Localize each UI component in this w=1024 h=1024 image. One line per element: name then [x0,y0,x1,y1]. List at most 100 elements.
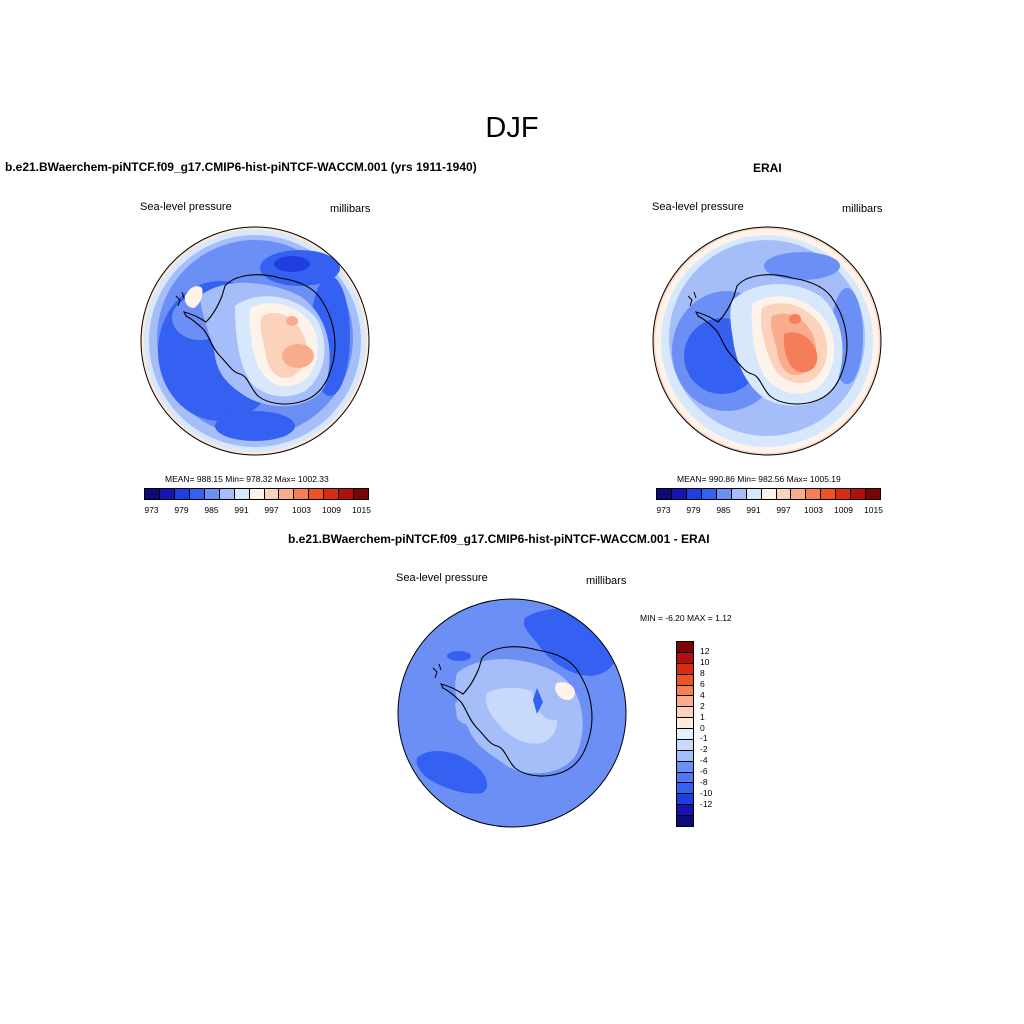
panel1-variable-label: Sea-level pressure [140,201,232,213]
colorbar-swatch [234,489,250,499]
colorbar-tick-label: 1015 [352,505,371,515]
panel2-stats: MEAN= 990.86 Min= 982.56 Max= 1005.19 [677,474,841,484]
colorbar-swatch [677,739,693,751]
colorbar-swatch [686,489,702,499]
colorbar-swatch [677,663,693,675]
colorbar-tick-label: 1009 [322,505,341,515]
colorbar-swatch [677,718,693,729]
colorbar-tick-label: 1003 [292,505,311,515]
colorbar-swatch [866,489,881,499]
colorbar-tick-label: -12 [700,799,713,810]
colorbar-swatch [324,489,340,499]
colorbar-swatch [339,489,355,499]
colorbar-tick-label: -2 [700,744,708,755]
colorbar-swatch [249,489,265,499]
panel2-colorbar-ticks: 973 979 985 991 997 1003 1009 1015 [656,505,883,517]
colorbar-swatch [677,685,693,697]
panel3-variable-label: Sea-level pressure [396,572,488,584]
colorbar-swatch [677,816,693,826]
colorbar-swatch [731,489,747,499]
colorbar-tick-label: 973 [656,505,671,515]
colorbar-tick-label: 2 [700,700,705,711]
panel2-units-label: millibars [842,203,883,215]
colorbar-swatch [836,489,852,499]
panel2-polar-map [652,226,882,456]
colorbar-tick-label: 997 [776,505,791,515]
colorbar-tick-label: -8 [700,777,708,788]
colorbar-swatch [279,489,295,499]
colorbar-swatch [657,489,672,499]
colorbar-tick-label: 985 [716,505,731,515]
figure-title: DJF [485,112,539,144]
colorbar-tick-label: 1003 [804,505,823,515]
colorbar-swatch [677,783,693,795]
colorbar-swatch [746,489,762,499]
colorbar-swatch [677,761,693,773]
colorbar-swatch [677,772,693,784]
colorbar-swatch [145,489,160,499]
colorbar-swatch [189,489,205,499]
colorbar-swatch [791,489,807,499]
colorbar-swatch [776,489,792,499]
colorbar-tick-label: -1 [700,733,708,744]
colorbar-swatch [677,652,693,664]
colorbar-tick-label: 985 [204,505,219,515]
panel1-colorbar [144,488,369,500]
panel1-colorbar-ticks: 973 979 985 991 997 1003 1009 1015 [144,505,371,517]
colorbar-swatch [204,489,220,499]
colorbar-swatch [701,489,717,499]
colorbar-tick-label: 991 [234,505,249,515]
panel3-polar-map [397,598,627,828]
colorbar-swatch [309,489,325,499]
colorbar-tick-label: 979 [174,505,189,515]
colorbar-swatch [851,489,867,499]
panel3-title: b.e21.BWaerchem-piNTCF.f09_g17.CMIP6-his… [288,532,710,546]
colorbar-tick-label: 8 [700,667,705,678]
colorbar-swatch [174,489,190,499]
panel2-variable-label: Sea-level pressure [652,201,744,213]
panel3-colorbar [676,641,694,827]
panel3-stats: MIN = -6.20 MAX = 1.12 [640,613,732,623]
colorbar-tick-label: -4 [700,755,708,766]
colorbar-tick-label: 991 [746,505,761,515]
colorbar-tick-label: 12 [700,645,710,656]
colorbar-swatch [294,489,310,499]
panel1-polar-map [140,226,370,456]
panel1-stats: MEAN= 988.15 Min= 978.32 Max= 1002.33 [165,474,329,484]
colorbar-swatch [677,794,693,806]
colorbar-swatch [264,489,280,499]
colorbar-swatch [677,707,693,719]
colorbar-tick-label: 979 [686,505,701,515]
colorbar-tick-label: 6 [700,678,705,689]
colorbar-swatch [677,696,693,708]
panel3-colorbar-ticks: 12 10 8 6 4 2 1 0 -1 -2 -4 -6 -8 -10 -12 [700,641,730,827]
colorbar-tick-label: 1009 [834,505,853,515]
panel2-title: ERAI [753,161,782,175]
colorbar-tick-label: 4 [700,689,705,700]
colorbar-swatch [761,489,777,499]
colorbar-tick-label: 997 [264,505,279,515]
colorbar-swatch [677,750,693,762]
colorbar-tick-label: 1015 [864,505,883,515]
colorbar-swatch [716,489,732,499]
colorbar-tick-label: 973 [144,505,159,515]
panel3-units-label: millibars [586,575,627,587]
colorbar-tick-label: -10 [700,788,713,799]
panel1-title: b.e21.BWaerchem-piNTCF.f09_g17.CMIP6-his… [5,160,477,174]
panel3-antarctica-coastline [439,646,593,777]
colorbar-tick-label: 10 [700,656,710,667]
colorbar-swatch [219,489,235,499]
panel1-units-label: millibars [330,203,371,215]
colorbar-swatch [671,489,687,499]
colorbar-swatch [354,489,369,499]
colorbar-tick-label: 1 [700,711,705,722]
colorbar-swatch [677,674,693,686]
colorbar-swatch [821,489,837,499]
colorbar-swatch [677,805,693,816]
colorbar-swatch [677,642,693,653]
panel2-colorbar [656,488,881,500]
colorbar-tick-label: 0 [700,722,705,733]
panel1-antarctica-coastline [182,274,336,405]
colorbar-swatch [159,489,175,499]
colorbar-swatch [677,729,693,740]
